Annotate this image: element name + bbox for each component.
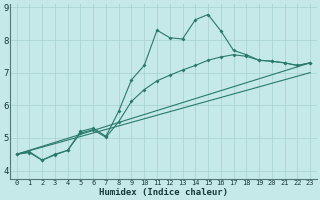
X-axis label: Humidex (Indice chaleur): Humidex (Indice chaleur): [99, 188, 228, 197]
